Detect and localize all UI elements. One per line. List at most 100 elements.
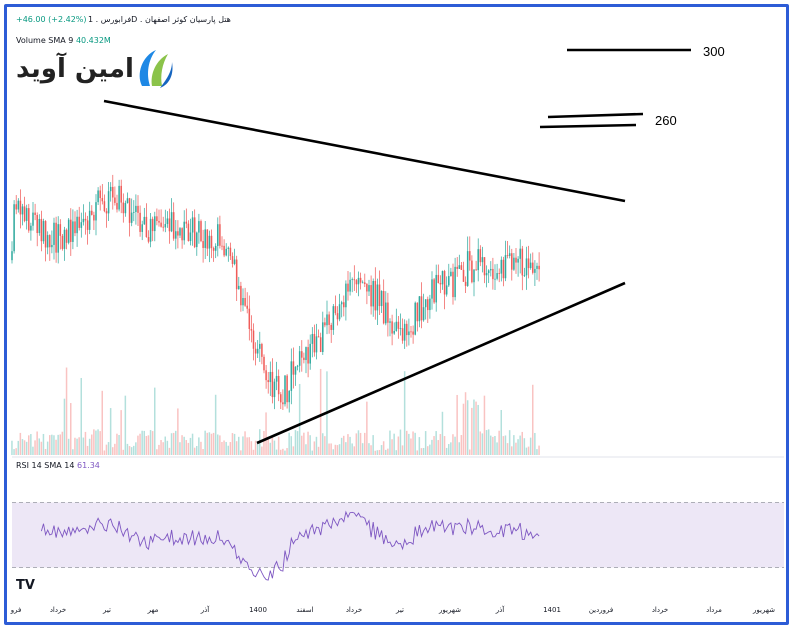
volume-bar xyxy=(494,436,496,455)
candle-body xyxy=(498,273,500,274)
volume-bar xyxy=(483,395,486,455)
candle-body xyxy=(19,200,22,215)
volume-bar xyxy=(193,447,196,455)
x-tick-label: اسفند xyxy=(296,606,313,614)
volume-bar xyxy=(72,449,74,455)
volume-bar xyxy=(139,433,141,455)
volume-bar xyxy=(49,435,51,455)
volume-bar xyxy=(290,436,292,455)
candle-body xyxy=(309,343,311,364)
volume-bar xyxy=(466,400,469,455)
candle-body xyxy=(149,218,152,242)
brand-logo: امین آوید xyxy=(16,46,176,96)
volume-bar xyxy=(315,436,318,455)
volume-bar xyxy=(500,409,502,455)
lower-trendline[interactable] xyxy=(256,281,626,445)
level-line-260b[interactable] xyxy=(539,123,637,129)
volume-bar xyxy=(191,433,194,455)
volume-bar xyxy=(374,450,376,455)
candle-body xyxy=(177,231,179,236)
candle-body xyxy=(40,218,43,242)
volume-bar xyxy=(523,438,526,455)
volume-bar xyxy=(204,430,206,455)
candle-body xyxy=(439,283,442,285)
volume-bar xyxy=(485,430,488,455)
volume-bar xyxy=(185,440,187,455)
volume-bar xyxy=(382,441,385,455)
candle-body xyxy=(135,205,137,212)
volume-bar xyxy=(357,430,360,455)
volume-bar xyxy=(477,404,479,455)
candle-body xyxy=(164,223,167,228)
candle-body xyxy=(267,380,269,383)
rsi-band xyxy=(12,456,784,568)
volume-bar xyxy=(271,436,274,455)
candle-body xyxy=(13,204,15,252)
volume-bar xyxy=(418,437,421,455)
candle-body xyxy=(359,277,362,283)
x-axis: فرو خرداد تیر مهر آذر 1400 اسفند خرداد تیر شهریور… xyxy=(10,605,775,614)
volume-bar xyxy=(124,395,127,455)
volume-bar xyxy=(223,440,225,455)
candle-body xyxy=(97,190,99,203)
level-line-260a[interactable] xyxy=(547,112,644,119)
volume-bar xyxy=(175,430,177,455)
volume-bar xyxy=(254,440,257,455)
volume-bar xyxy=(395,450,397,455)
candle-body xyxy=(485,273,488,276)
volume-bar xyxy=(198,437,200,455)
volume-bar xyxy=(364,432,366,455)
volume-bar xyxy=(206,432,208,455)
candle-body xyxy=(506,255,509,256)
volume-bar xyxy=(376,450,379,455)
volume-bar xyxy=(196,446,198,455)
rsi-indicator-label: RSI 14 SMA 14 61.34 xyxy=(16,461,100,470)
volume-bar xyxy=(25,441,28,455)
rsi-line xyxy=(40,510,540,581)
candle-body xyxy=(492,268,494,280)
volume-bar xyxy=(76,438,78,455)
volume-bar xyxy=(101,390,103,455)
candle-body xyxy=(445,285,448,295)
candle-body xyxy=(315,336,318,353)
candle-body xyxy=(443,271,446,295)
volume-bar xyxy=(508,430,511,455)
candle-body xyxy=(456,266,458,269)
volume-bar xyxy=(44,448,47,455)
candle-body xyxy=(504,255,507,279)
volume-bar xyxy=(296,431,299,455)
candle-body xyxy=(225,248,227,256)
volume-bar xyxy=(105,444,108,455)
candle-body xyxy=(324,322,326,326)
candle-body xyxy=(112,186,114,198)
candle-body xyxy=(355,280,358,285)
x-tick-label: شهریور xyxy=(752,606,775,614)
candle-body xyxy=(122,202,125,214)
candle-body xyxy=(305,347,307,361)
volume-bar xyxy=(370,445,372,455)
volume-bar xyxy=(172,432,175,455)
volume-bar xyxy=(313,441,316,455)
candle-body xyxy=(162,226,164,228)
candle-body xyxy=(11,251,13,261)
volume-bar xyxy=(88,438,91,455)
candle-body xyxy=(332,306,335,330)
volume-bar xyxy=(210,433,213,455)
rsi-label: RSI 14 SMA 14 xyxy=(16,461,75,470)
candle-body xyxy=(433,279,435,303)
candle-body xyxy=(536,265,538,269)
candle-body xyxy=(414,302,416,335)
volume-bar xyxy=(340,437,343,455)
volume-bar xyxy=(86,445,89,455)
candle-body xyxy=(326,314,328,326)
tradingview-mark-icon: TV xyxy=(16,578,35,593)
candle-body xyxy=(179,228,181,236)
volume-bar xyxy=(424,431,427,455)
volume-bar xyxy=(189,437,192,455)
upper-trendline[interactable] xyxy=(103,99,626,203)
volume-bar xyxy=(30,434,32,455)
volume-bar xyxy=(332,449,334,455)
x-tick-label: آذر xyxy=(495,605,505,614)
candle-body xyxy=(63,229,66,249)
volume-bar xyxy=(130,447,133,455)
